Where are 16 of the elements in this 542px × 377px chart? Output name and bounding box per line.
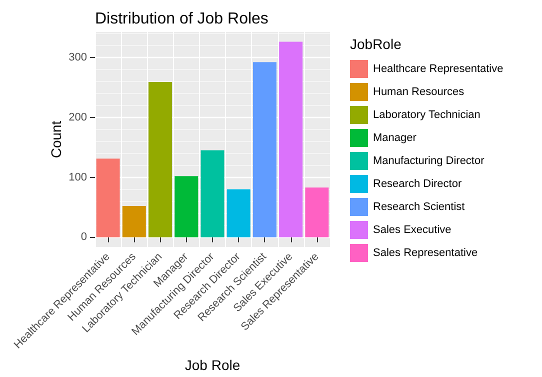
y-axis-title: Count [48, 120, 64, 158]
y-tick-label: 100 [68, 171, 87, 184]
legend-title: JobRole [350, 36, 402, 52]
legend-label: Sales Executive [373, 224, 452, 236]
legend-label: Research Scientist [373, 201, 465, 213]
legend-label: Human Resources [373, 86, 465, 98]
legend-label: Research Director [373, 178, 462, 190]
x-axis-title: Job Role [184, 357, 240, 373]
legend-label: Healthcare Representative [373, 63, 504, 75]
y-tick-label: 0 [80, 231, 87, 244]
y-tick-label: 300 [68, 51, 87, 64]
legend-label: Laboratory Technician [373, 109, 480, 121]
legend-label: Manager [373, 132, 417, 144]
legend-label: Manufacturing Director [373, 155, 485, 167]
y-tick-label: 200 [68, 111, 87, 124]
chart-title: Distribution of Job Roles [95, 10, 268, 28]
